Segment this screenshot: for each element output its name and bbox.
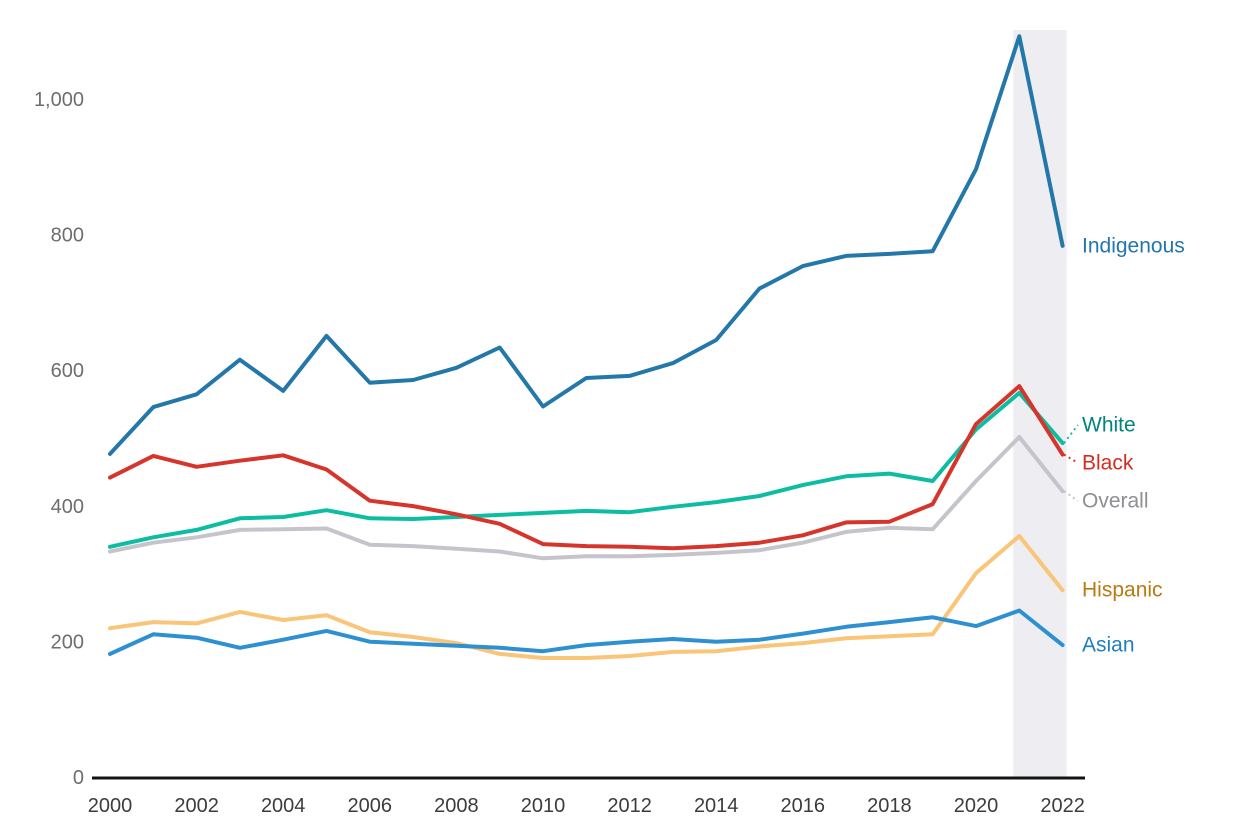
series-end-label-indigenous: Indigenous [1082, 234, 1185, 257]
x-tick-label-2018: 2018 [867, 795, 912, 817]
series-end-label-hispanic: Hispanic [1082, 579, 1163, 602]
series-line-hispanic [108, 534, 1065, 660]
x-tick-label-2010: 2010 [521, 795, 566, 817]
series-line-white [108, 390, 1065, 549]
series-end-label-overall: Overall [1082, 489, 1149, 512]
series-end-label-asian: Asian [1082, 634, 1135, 657]
x-tick-label-2004: 2004 [261, 795, 306, 817]
y-tick-label-400: 400 [51, 496, 84, 518]
series-line-indigenous [108, 34, 1065, 456]
x-tick-label-2002: 2002 [174, 795, 219, 817]
x-tick-label-2014: 2014 [694, 795, 739, 817]
x-tick-label-2020: 2020 [954, 795, 999, 817]
x-tick-label-2006: 2006 [348, 795, 393, 817]
series-label-leader-white [1063, 424, 1079, 444]
highlight-band [1013, 30, 1067, 777]
series-end-label-black: Black [1082, 451, 1134, 474]
series-end-label-white: White [1082, 413, 1136, 436]
series-line-overall [108, 435, 1065, 561]
series-line-asian [108, 608, 1065, 656]
y-tick-label-600: 600 [51, 360, 84, 382]
y-tick-label-1,000: 1,000 [34, 89, 84, 111]
y-tick-label-0: 0 [73, 767, 84, 789]
y-tick-label-800: 800 [51, 225, 84, 247]
x-tick-label-2012: 2012 [607, 795, 652, 817]
x-tick-label-2000: 2000 [88, 795, 133, 817]
y-tick-label-200: 200 [51, 631, 84, 653]
x-tick-label-2008: 2008 [434, 795, 479, 817]
x-tick-label-2016: 2016 [781, 795, 826, 817]
series-line-black [108, 384, 1065, 551]
x-tick-label-2022: 2022 [1040, 795, 1085, 817]
